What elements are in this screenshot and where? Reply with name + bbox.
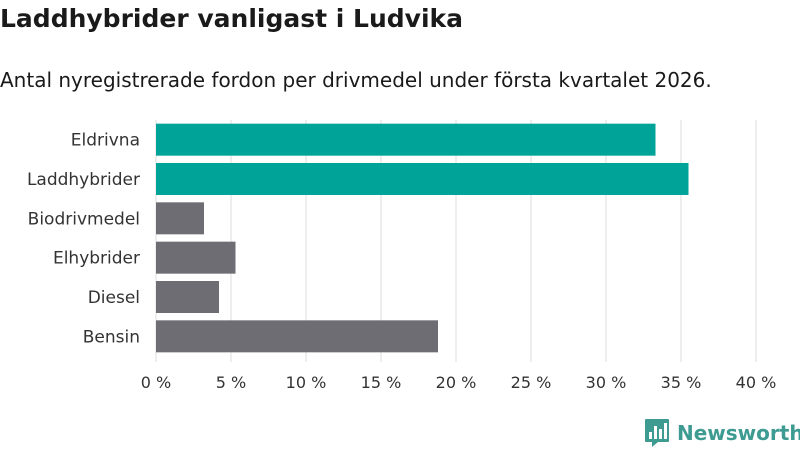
bar-bensin — [156, 320, 438, 353]
x-tick-label: 25 % — [511, 373, 552, 392]
category-label: Diesel — [88, 288, 140, 308]
category-label: Bensin — [83, 327, 140, 347]
bar-elhybrider — [156, 241, 236, 274]
x-axis-ticks: 0 % 5 % 10 % 15 % 20 % 25 % 30 % 35 % 40 % — [141, 373, 777, 392]
brand-name: Newsworthy — [677, 421, 800, 445]
x-tick-label: 35 % — [661, 373, 702, 392]
x-tick-label: 10 % — [286, 373, 327, 392]
newsworthy-logo: Newsworthy — [644, 418, 800, 448]
category-labels: Eldrivna Laddhybrider Biodrivmedel Elhybrid… — [27, 131, 140, 348]
x-tick-label: 15 % — [361, 373, 402, 392]
chart-subtitle: Antal nyregistrerade fordon per drivmede… — [0, 68, 712, 92]
bar-chart: Eldrivna Laddhybrider Biodrivmedel Elhybrid… — [27, 120, 777, 392]
x-tick-label: 5 % — [216, 373, 246, 392]
x-tick-label: 0 % — [141, 373, 171, 392]
bar-biodrivmedel — [156, 202, 204, 235]
category-label: Elhybrider — [53, 249, 140, 269]
bar-diesel — [156, 281, 219, 313]
bar-eldrivna — [156, 123, 656, 156]
x-tick-label: 40 % — [736, 373, 777, 392]
category-label: Laddhybrider — [27, 170, 140, 190]
category-label: Eldrivna — [71, 131, 140, 151]
bar-laddhybrider — [156, 163, 689, 195]
newsworthy-logo-icon — [645, 419, 669, 447]
x-tick-label: 20 % — [436, 373, 477, 392]
chart-title: Laddhybrider vanligast i Ludvika — [0, 4, 464, 33]
category-label: Biodrivmedel — [28, 209, 140, 229]
x-tick-label: 30 % — [586, 373, 627, 392]
bars — [156, 123, 689, 353]
